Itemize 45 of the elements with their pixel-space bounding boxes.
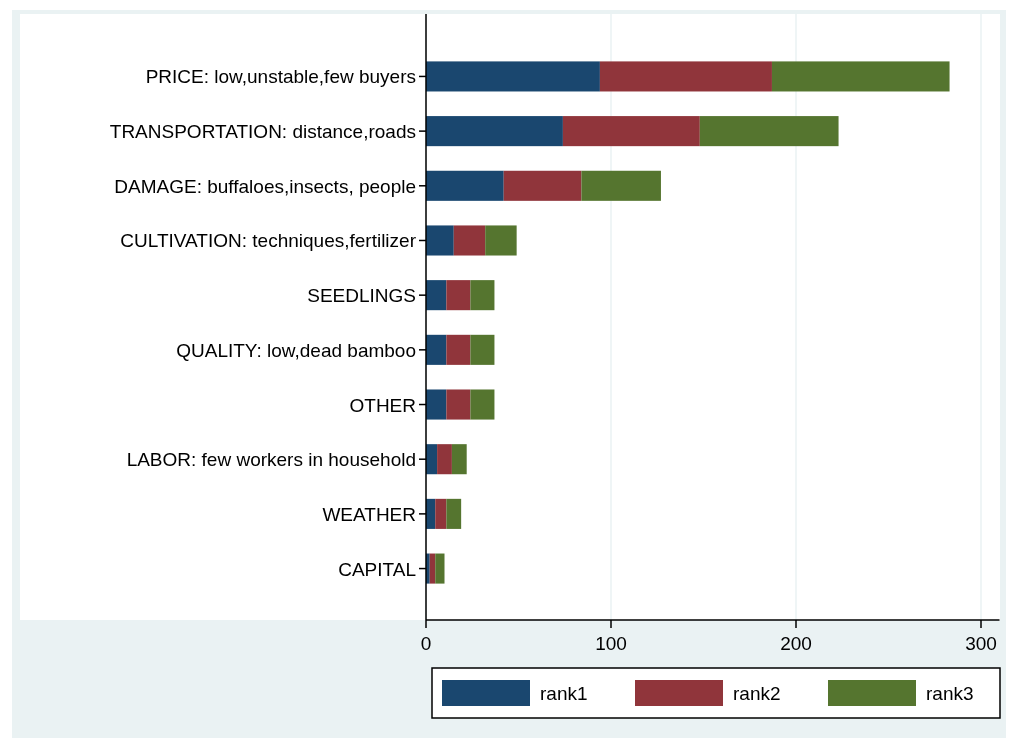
y-tick-label: CULTIVATION: techniques,fertilizer <box>120 230 417 252</box>
bar <box>485 225 517 256</box>
bar <box>451 444 467 475</box>
bar <box>581 170 661 201</box>
bar <box>446 498 462 529</box>
bar <box>426 280 447 311</box>
x-tick-label: 100 <box>595 633 627 654</box>
bar <box>426 116 563 147</box>
bar <box>426 389 447 420</box>
bar <box>446 389 471 420</box>
y-tick-label: LABOR: few workers in household <box>126 449 416 471</box>
y-tick-label: WEATHER <box>322 503 416 525</box>
bar <box>435 498 447 529</box>
bar <box>426 225 454 256</box>
bar <box>470 280 495 311</box>
y-tick-label: OTHER <box>349 394 416 416</box>
legend-label: rank3 <box>926 683 974 704</box>
bar <box>453 225 486 256</box>
bar <box>771 61 950 92</box>
bar <box>446 280 471 311</box>
bar <box>426 61 600 92</box>
y-tick-label: QUALITY: low,dead bamboo <box>176 339 416 361</box>
legend-label: rank1 <box>540 683 588 704</box>
legend-label: rank2 <box>733 683 781 704</box>
y-tick-label: DAMAGE: buffaloes,insects, people <box>114 175 416 197</box>
bar <box>429 553 436 584</box>
x-tick-label: 0 <box>420 633 432 654</box>
bar <box>437 444 452 475</box>
bar <box>699 116 839 147</box>
bar <box>470 334 495 365</box>
bar <box>426 170 504 201</box>
y-tick-label: CAPITAL <box>338 558 416 580</box>
y-tick-label: SEEDLINGS <box>307 285 416 307</box>
x-tick-label: 300 <box>965 633 997 654</box>
y-tick-label: TRANSPORTATION: distance,roads <box>109 121 416 143</box>
bar <box>446 334 471 365</box>
bar <box>503 170 582 201</box>
x-tick-label: 200 <box>780 633 812 654</box>
y-tick-label: PRICE: low,unstable,few buyers <box>145 66 416 88</box>
bar <box>562 116 700 147</box>
bar <box>435 553 445 584</box>
bar <box>426 444 438 475</box>
bar <box>426 334 447 365</box>
bar <box>599 61 772 92</box>
bar <box>470 389 495 420</box>
